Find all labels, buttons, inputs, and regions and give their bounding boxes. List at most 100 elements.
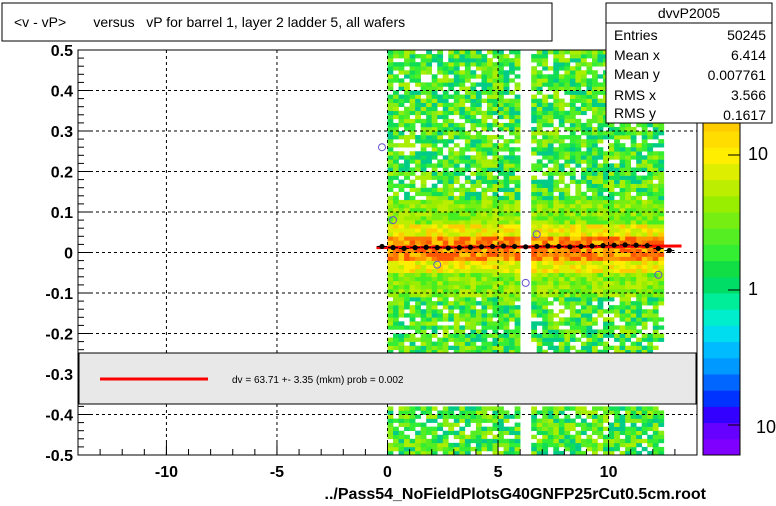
heatmap-cell xyxy=(608,345,615,350)
heatmap-cell xyxy=(398,167,405,172)
heatmap-cell xyxy=(459,309,466,314)
heatmap-cell xyxy=(492,195,499,201)
heatmap-cell xyxy=(658,414,665,419)
heatmap-cell xyxy=(470,297,477,302)
heatmap-cell xyxy=(575,179,582,184)
heatmap-cell xyxy=(630,199,637,205)
heatmap-cell xyxy=(514,272,521,278)
heatmap-cell xyxy=(409,446,416,452)
heatmap-cell xyxy=(464,309,471,314)
heatmap-cell xyxy=(641,325,648,330)
colorbar-segment xyxy=(703,309,740,326)
heatmap-cell xyxy=(481,313,488,318)
heatmap-cell xyxy=(498,430,504,436)
heatmap-cell xyxy=(558,155,565,160)
heatmap-cell xyxy=(547,406,554,411)
heatmap-cell xyxy=(498,252,504,257)
heatmap-cell xyxy=(608,155,615,160)
heatmap-cell xyxy=(448,426,455,431)
heatmap-cell xyxy=(591,232,598,237)
heatmap-cell xyxy=(641,430,648,436)
heatmap-cell xyxy=(470,122,477,128)
heatmap-cell xyxy=(420,426,427,431)
heatmap-cell xyxy=(509,256,515,261)
heatmap-cell xyxy=(575,110,582,116)
heatmap-cell xyxy=(437,301,444,306)
heatmap-cell xyxy=(619,288,626,294)
heatmap-cell xyxy=(448,301,455,306)
heatmap-cell xyxy=(641,321,648,326)
heatmap-cell xyxy=(603,268,609,274)
heatmap-cell xyxy=(409,207,416,213)
heatmap-cell xyxy=(536,50,543,55)
heatmap-cell xyxy=(475,329,482,334)
heatmap-cell xyxy=(580,248,587,253)
heatmap-cell xyxy=(486,272,493,278)
heatmap-cell xyxy=(409,155,416,160)
heatmap-cell xyxy=(547,232,554,237)
heatmap-cell xyxy=(437,110,444,116)
heatmap-cell xyxy=(409,248,416,253)
heatmap-cell xyxy=(387,252,394,257)
outlier-point xyxy=(654,270,663,279)
heatmap-cell xyxy=(442,418,449,423)
heatmap-cell xyxy=(536,224,543,229)
heatmap-cell xyxy=(398,349,405,355)
heatmap-cell xyxy=(481,114,488,120)
heatmap-cell xyxy=(393,232,399,237)
heatmap-cell xyxy=(603,167,609,172)
heatmap-cell xyxy=(503,183,510,188)
heatmap-cell xyxy=(580,122,587,128)
heatmap-cell xyxy=(415,256,421,261)
heatmap-cell xyxy=(470,288,477,294)
heatmap-cell xyxy=(398,114,405,120)
heatmap-cell xyxy=(398,284,405,290)
heatmap-cell xyxy=(591,305,598,310)
stats-label-rms-x: RMS x xyxy=(614,87,656,103)
heatmap-cell xyxy=(453,50,460,55)
heatmap-cell xyxy=(553,280,560,286)
heatmap-cell xyxy=(603,232,609,237)
heatmap-cell xyxy=(486,280,493,286)
heatmap-cell xyxy=(580,329,587,334)
heatmap-cell xyxy=(453,268,460,274)
heatmap-cell xyxy=(603,155,609,160)
heatmap-cell xyxy=(409,94,416,99)
heatmap-cell xyxy=(558,151,565,156)
heatmap-cell xyxy=(580,175,587,180)
heatmap-cell xyxy=(464,248,471,253)
heatmap-cell xyxy=(558,293,565,298)
heatmap-cell xyxy=(597,82,604,87)
stats-name: dvvP2005 xyxy=(658,5,720,21)
heatmap-cell xyxy=(486,82,493,87)
heatmap-cell xyxy=(448,406,455,411)
heatmap-cell xyxy=(575,446,582,452)
heatmap-cell xyxy=(636,418,643,423)
heatmap-cell xyxy=(531,66,538,71)
heatmap-cell xyxy=(591,147,598,152)
heatmap-cell xyxy=(608,256,615,261)
heatmap-cell xyxy=(591,175,598,180)
heatmap-cell xyxy=(580,203,587,209)
heatmap-cell xyxy=(597,155,604,160)
heatmap-cell xyxy=(553,321,560,326)
heatmap-cell xyxy=(569,155,576,160)
heatmap-cell xyxy=(591,288,598,294)
heatmap-cell xyxy=(387,288,394,294)
colorbar-segment xyxy=(703,163,740,181)
heatmap-cell xyxy=(536,122,543,128)
heatmap-cell xyxy=(459,74,466,79)
heatmap-cell xyxy=(464,50,471,55)
heatmap-cell xyxy=(393,195,399,201)
heatmap-cell xyxy=(603,122,609,128)
heatmap-cell xyxy=(558,268,565,274)
heatmap-cell xyxy=(448,446,455,452)
heatmap-cell xyxy=(586,329,593,334)
heatmap-cell xyxy=(542,66,549,71)
heatmap-cell xyxy=(503,426,510,431)
heatmap-cell xyxy=(415,280,421,286)
heatmap-cell xyxy=(603,163,609,168)
heatmap-cell xyxy=(647,203,654,209)
colorbar-segment xyxy=(703,438,740,456)
heatmap-cell xyxy=(641,313,648,318)
